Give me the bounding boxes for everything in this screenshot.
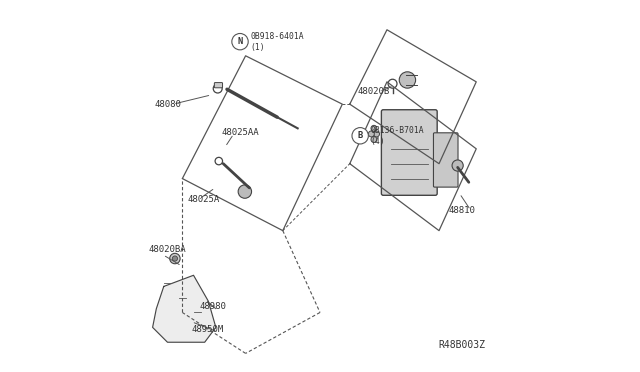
Circle shape (170, 253, 180, 264)
Circle shape (399, 72, 415, 88)
Text: 48020B: 48020B (357, 87, 390, 96)
Text: 48080: 48080 (154, 100, 181, 109)
Text: 48025AA: 48025AA (221, 128, 259, 137)
Circle shape (352, 128, 369, 144)
FancyBboxPatch shape (433, 133, 458, 187)
Text: 48025A: 48025A (188, 195, 220, 203)
Text: 48020BA: 48020BA (148, 245, 186, 254)
Circle shape (369, 131, 374, 137)
Circle shape (172, 256, 177, 261)
Text: 0B136-B701A
(4): 0B136-B701A (4) (371, 126, 424, 146)
Circle shape (238, 185, 252, 198)
Circle shape (374, 131, 380, 137)
Text: 48980: 48980 (199, 302, 226, 311)
Text: 0B918-6401A
(1): 0B918-6401A (1) (250, 32, 304, 52)
Circle shape (232, 33, 248, 50)
FancyBboxPatch shape (381, 110, 437, 195)
Text: 48950M: 48950M (191, 325, 224, 334)
Text: R48B003Z: R48B003Z (438, 340, 486, 350)
Circle shape (371, 125, 377, 131)
Text: 48810: 48810 (449, 206, 476, 215)
FancyBboxPatch shape (214, 83, 223, 88)
Polygon shape (152, 275, 216, 342)
Text: N: N (237, 37, 243, 46)
Circle shape (371, 137, 377, 142)
Text: B: B (358, 131, 363, 140)
Circle shape (452, 160, 463, 171)
